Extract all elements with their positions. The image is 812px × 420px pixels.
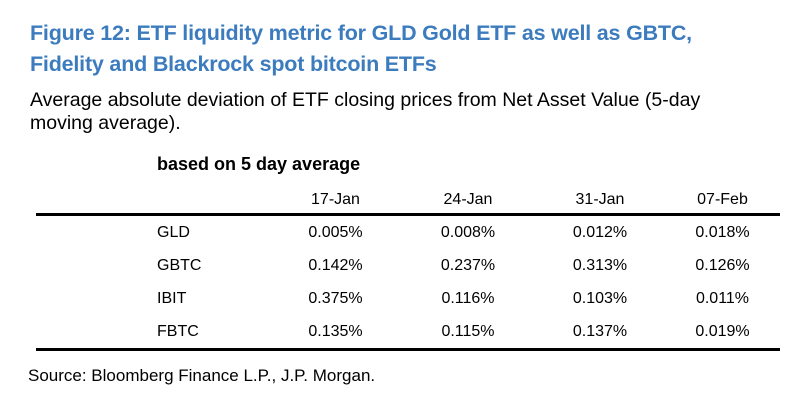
row-label: GBTC [157,256,202,274]
table-row-ibit: IBIT 0.375% 0.116% 0.103% 0.011% [36,282,780,315]
header-date-3: 31-Jan [535,186,665,216]
cell-value: 0.018% [695,223,750,241]
row-label: IBIT [157,289,187,307]
cell-value: 0.005% [308,223,363,241]
cell-value: 0.375% [308,289,363,307]
cell-value: 0.011% [695,289,750,307]
cell-value: 0.012% [572,223,628,241]
cell-value: 0.135% [270,315,401,351]
table-row-gld: GLD 0.005% 0.008% 0.012% 0.018% [36,215,780,250]
figure-title: Figure 12: ETF liquidity metric for GLD … [30,21,692,76]
row-label: GLD [157,223,190,241]
table-row-fbtc: FBTC 0.135% 0.115% 0.137% 0.019% [36,315,780,351]
source-note: Source: Bloomberg Finance L.P., J.P. Mor… [28,366,376,385]
cell-value: 0.103% [572,289,628,307]
table-row-gbtc: GBTC 0.142% 0.237% 0.313% 0.126% [36,249,780,282]
etf-liquidity-table: 17-Jan 24-Jan 31-Jan 07-Feb GLD 0.005% 0… [36,186,780,351]
header-date-1: 17-Jan [270,186,401,216]
cell-value: 0.019% [665,315,780,351]
header-date-2: 24-Jan [401,186,535,216]
figure-subtitle: Average absolute deviation of ETF closin… [30,89,701,134]
figure-panel: Figure 12: ETF liquidity metric for GLD … [28,21,780,385]
row-label: FBTC [36,315,270,351]
cell-value: 0.142% [308,256,363,274]
cell-value: 0.313% [572,256,628,274]
cell-value: 0.126% [695,256,750,274]
table-header-row: 17-Jan 24-Jan 31-Jan 07-Feb [36,186,780,216]
table-caption: based on 5 day average [157,154,361,174]
header-empty-cell [36,186,270,216]
cell-value: 0.237% [440,256,496,274]
cell-value: 0.008% [440,223,496,241]
cell-value: 0.116% [441,289,495,307]
header-date-4: 07-Feb [665,186,780,216]
cell-value: 0.137% [535,315,665,351]
cell-value: 0.115% [401,315,535,351]
